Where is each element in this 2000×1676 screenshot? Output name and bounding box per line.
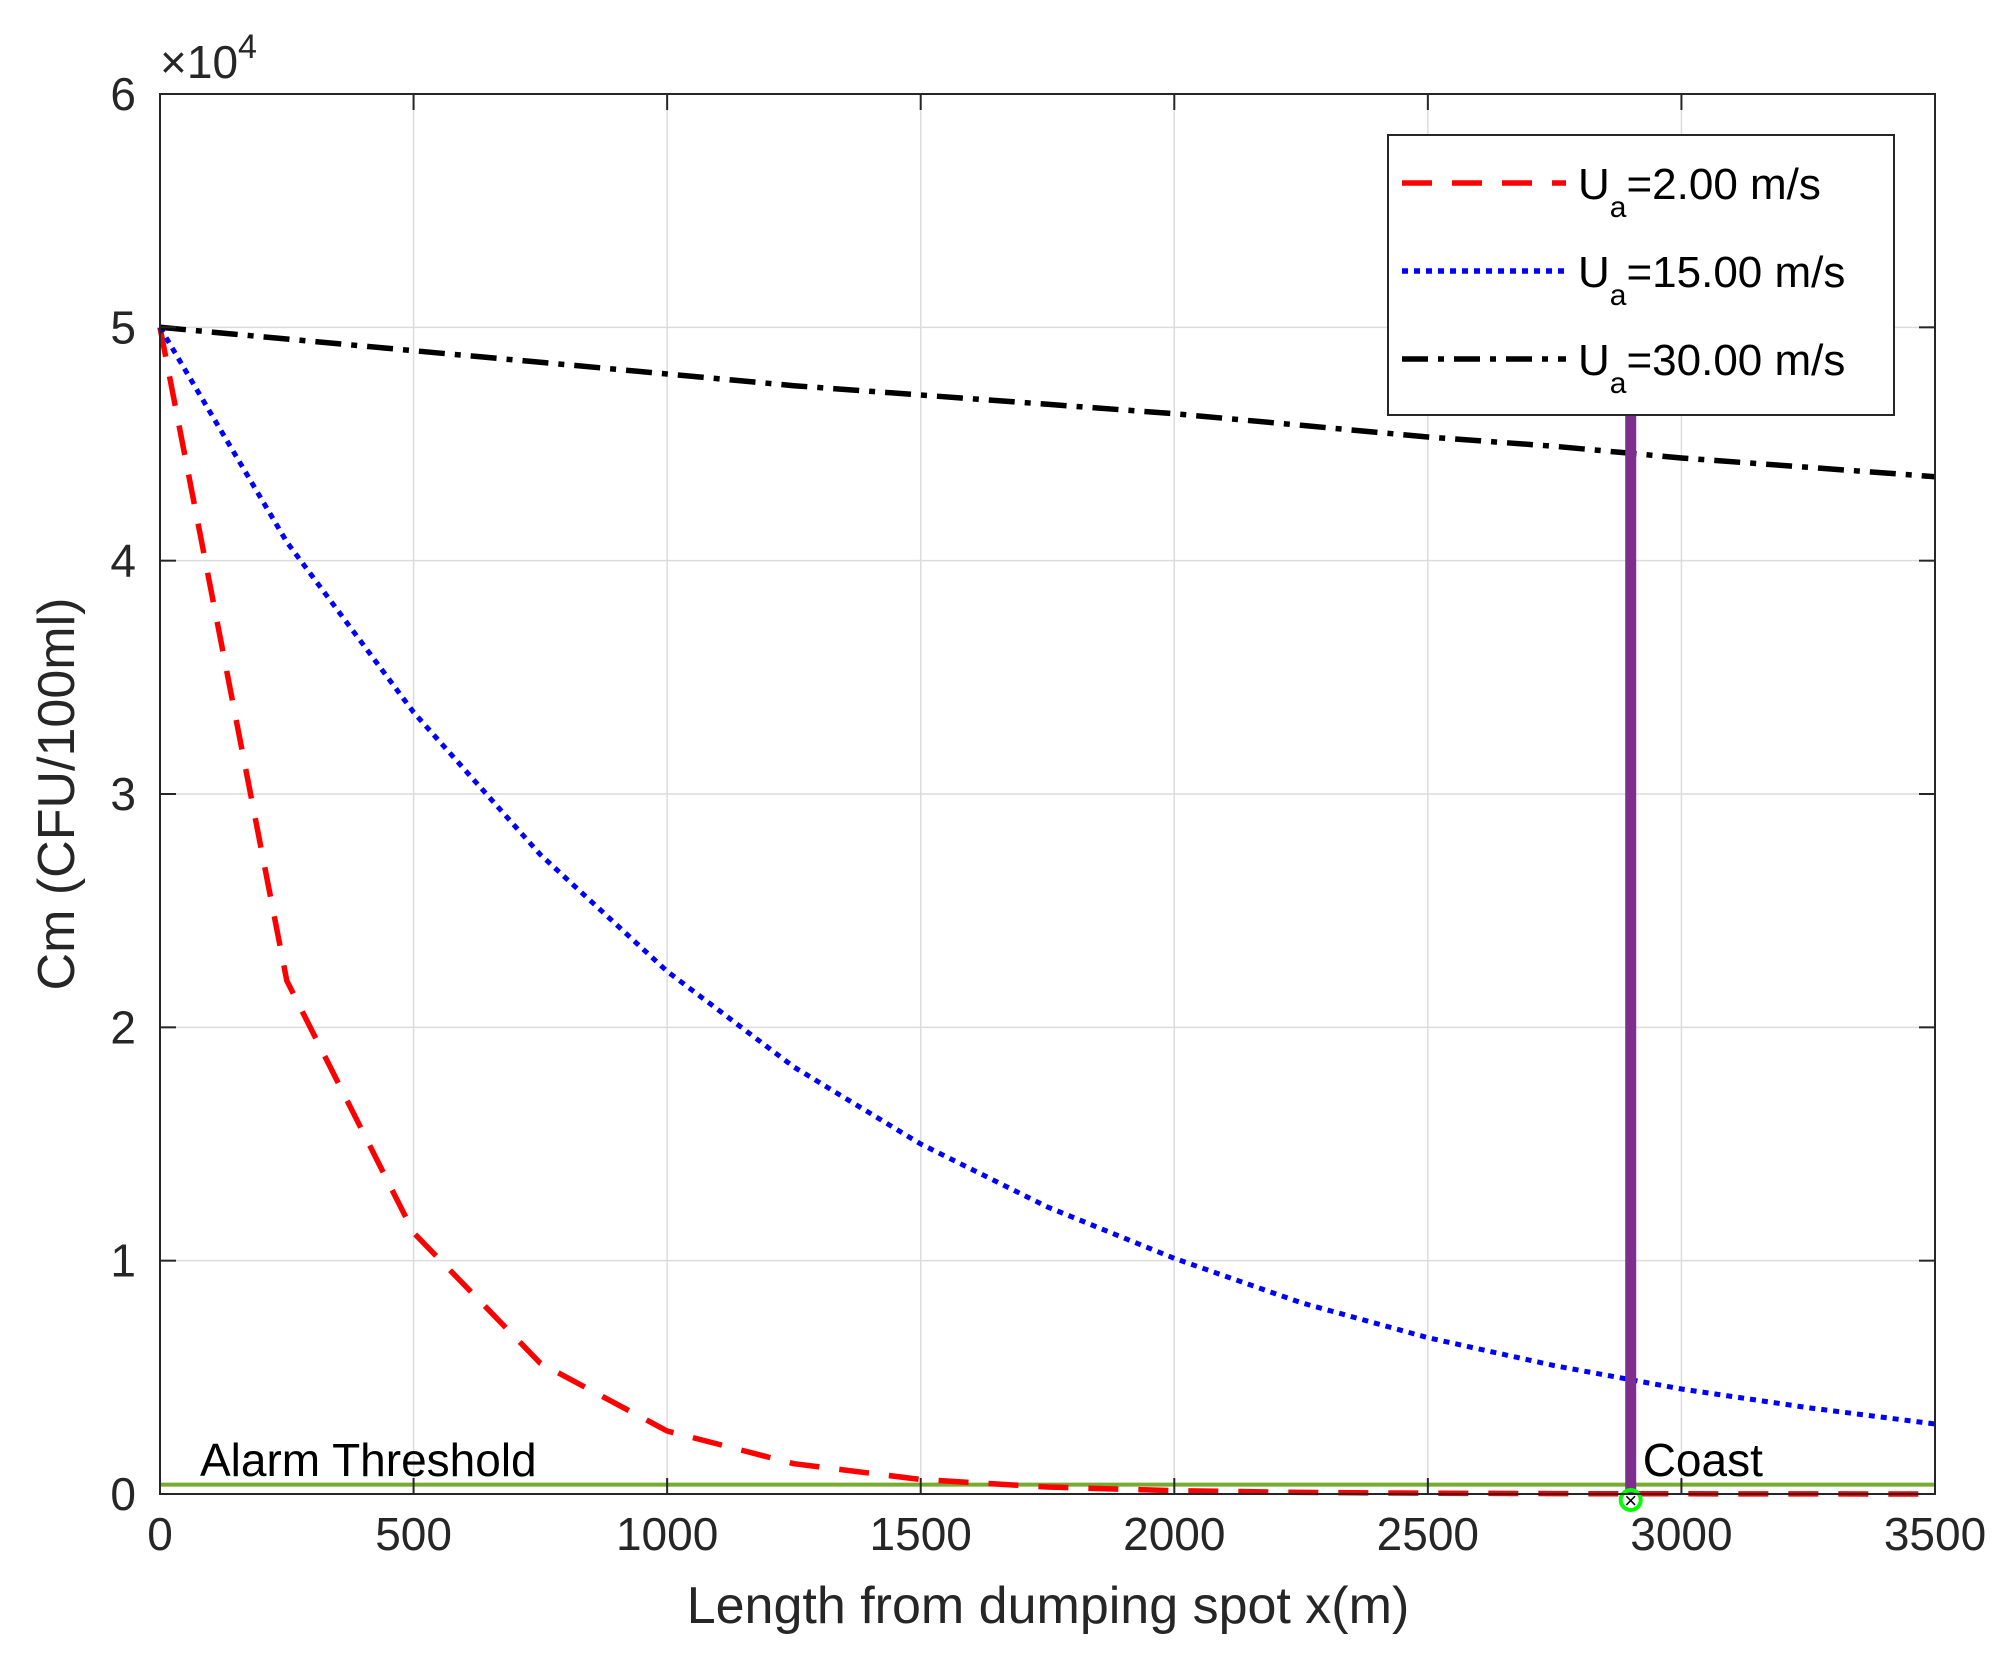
x-tick-label: 0 xyxy=(147,1508,173,1560)
y-tick-label: 4 xyxy=(110,535,136,587)
coast-marker xyxy=(1618,1488,1643,1512)
series-line-2 xyxy=(157,326,1936,1427)
coast-group: Coast× xyxy=(1618,394,1763,1513)
alarm-threshold-label: Alarm Threshold xyxy=(200,1434,537,1486)
x-tick-label: 1000 xyxy=(616,1508,718,1560)
series-line-3 xyxy=(159,324,1936,480)
coast-label: Coast xyxy=(1643,1434,1763,1486)
x-axis-title: Length from dumping spot x(m) xyxy=(687,1577,1410,1635)
legend-label-3: Ua=30.00 m/s xyxy=(1578,336,1845,400)
legend-label-2: Ua=15.00 m/s xyxy=(1578,248,1845,312)
legend: Ua=2.00 m/s Ua=15.00 m/s Ua=30.00 m/s xyxy=(1387,134,1895,416)
legend-label-1: Ua=2.00 m/s xyxy=(1578,160,1821,224)
axis-ticks: 0 500 1000 1500 2000 2500 3000 3500 0 1 2 3 4 5 6 xyxy=(110,68,1986,1560)
y-tick-label: 2 xyxy=(110,1001,136,1053)
y-axis-title: Cm (CFU/100ml) xyxy=(28,598,86,991)
y-exponent-label: ×104 xyxy=(160,28,257,88)
y-tick-label: 6 xyxy=(110,68,136,120)
y-tick-label: 1 xyxy=(110,1235,136,1287)
x-tick-label: 1500 xyxy=(870,1508,972,1560)
x-tick-label: 2000 xyxy=(1123,1508,1225,1560)
y-tick-label: 3 xyxy=(110,768,136,820)
y-tick-label: 0 xyxy=(110,1468,136,1520)
y-tick-label: 5 xyxy=(110,301,136,353)
x-tick-label: 3500 xyxy=(1884,1508,1986,1560)
x-tick-label: 2500 xyxy=(1377,1508,1479,1560)
x-tick-label: 500 xyxy=(375,1508,452,1560)
x-tick-label: 3000 xyxy=(1630,1508,1732,1560)
